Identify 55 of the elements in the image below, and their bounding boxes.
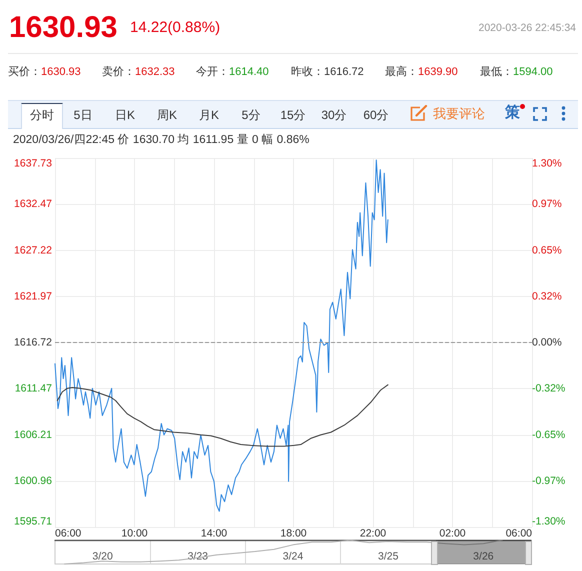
- y2-tick-label: 1.30%: [532, 158, 562, 170]
- text: 15分: [280, 108, 306, 122]
- chart-subtitle: 14.22(0.88%): [130, 19, 220, 36]
- x-tick-label: 3/25: [378, 550, 399, 562]
- text: 日K: [114, 108, 135, 122]
- text: 最高：: [385, 66, 418, 78]
- y-tick-label: 1606.21: [14, 428, 52, 441]
- text: 30分: [321, 108, 347, 122]
- text: 昨收：: [291, 66, 324, 78]
- y-tick-label: 1632.47: [14, 198, 52, 210]
- x-tick-label: 02:00: [439, 528, 466, 540]
- x-tick-label: 14:00: [200, 528, 228, 540]
- text: 5分: [242, 108, 260, 122]
- y2-tick-label: -0.65%: [532, 428, 566, 441]
- y2-tick-label: -1.30%: [532, 516, 566, 528]
- text: 1639.90: [418, 66, 458, 78]
- y-tick-label: 1621.97: [14, 290, 52, 302]
- text: 最低：: [480, 66, 513, 78]
- x-tick-label: 18:00: [280, 528, 307, 540]
- x-tick-label: 06:00: [506, 528, 532, 540]
- y-tick-label: 1600.96: [14, 474, 52, 487]
- x-tick-label: 06:00: [55, 528, 82, 540]
- x-tick-label: 3/24: [282, 550, 304, 562]
- y2-tick-label: -0.32%: [532, 382, 566, 395]
- y-tick-label: 1611.47: [14, 382, 52, 395]
- text: 1630.93: [9, 11, 118, 44]
- text: 1616.72: [324, 66, 364, 78]
- y2-tick-label: 0.00%: [532, 336, 562, 348]
- text: 我要评论: [433, 106, 485, 121]
- text: 1614.40: [229, 66, 269, 78]
- x-tick-label: 22:00: [360, 528, 386, 540]
- y2-tick-label: -0.97%: [532, 474, 566, 487]
- text: 60分: [363, 108, 389, 122]
- text: 2020-03-26 22:45:34: [478, 22, 576, 34]
- text: 月K: [198, 108, 219, 122]
- text: 今开：: [196, 66, 229, 78]
- x-tick-label: 10:00: [121, 528, 148, 540]
- y2-tick-label: 0.97%: [532, 198, 562, 210]
- x-tick-label: 3/26: [473, 550, 494, 562]
- text: 卖价：: [102, 66, 135, 78]
- y-tick-label: 1627.22: [14, 244, 52, 256]
- y2-tick-label: 0.32%: [532, 290, 562, 302]
- chart-title: 1630.93: [41, 66, 81, 78]
- y-tick-label: 1616.72: [14, 336, 52, 348]
- y-tick-label: 1595.71: [14, 516, 52, 528]
- text: 买价：: [8, 66, 41, 78]
- text: 2020/03/26/四22:45 价 1630.70 均 1611.95 量 0 幅 0.86%: [13, 134, 310, 146]
- y-tick-label: 1637.73: [14, 158, 52, 170]
- text: 1632.33: [135, 66, 175, 78]
- y2-tick-label: 0.65%: [532, 244, 562, 256]
- text: 5日: [74, 108, 92, 122]
- x-tick-label: 3/20: [92, 550, 113, 562]
- text: 策: [505, 104, 520, 121]
- text: 周K: [156, 108, 177, 122]
- text: 1594.00: [513, 66, 553, 78]
